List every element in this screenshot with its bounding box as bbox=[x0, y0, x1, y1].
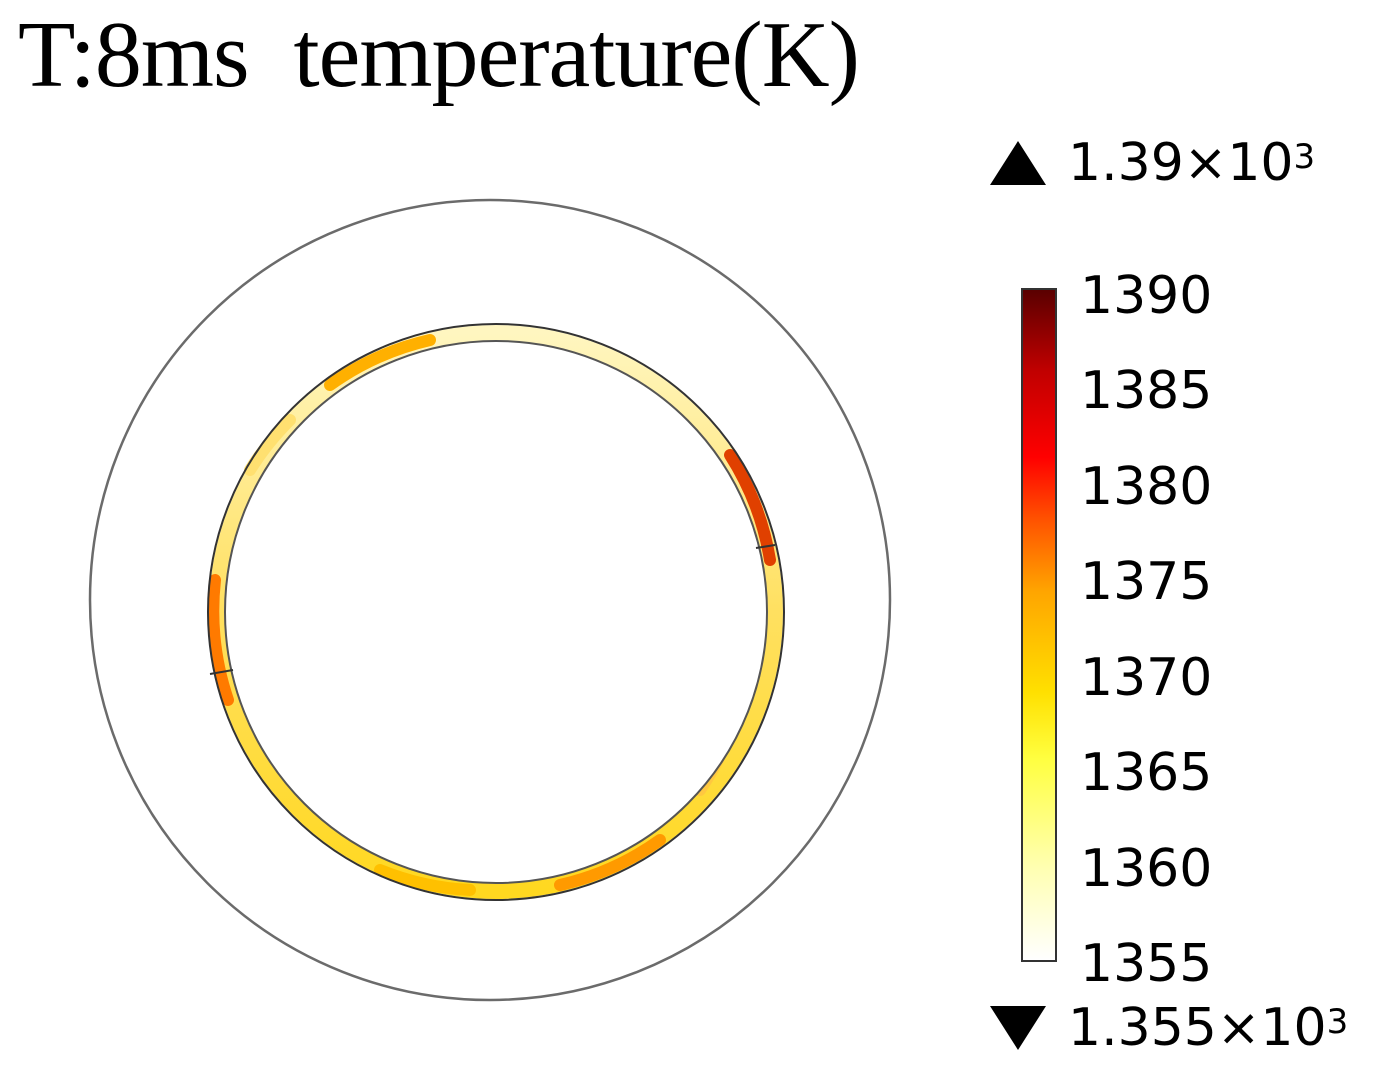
hot-spot bbox=[724, 449, 776, 566]
min-value-indicator: 1.355×10 3 bbox=[990, 998, 1348, 1058]
max-value-indicator: 1.39×10 3 bbox=[990, 133, 1315, 193]
ring-geometry bbox=[88, 198, 892, 1002]
seam-mark-right bbox=[755, 544, 776, 549]
seam-mark-left bbox=[209, 669, 234, 675]
hot-spot bbox=[374, 864, 476, 896]
colorbar bbox=[1021, 288, 1057, 962]
colorbar-tick-label: 1370 bbox=[1080, 647, 1213, 708]
triangle-up-icon bbox=[990, 141, 1046, 185]
hot-spot bbox=[324, 334, 436, 391]
colorbar-tick-label: 1355 bbox=[1080, 934, 1213, 994]
max-value-label: 1.39×10 bbox=[1068, 133, 1294, 193]
colorbar-tick-label: 1380 bbox=[1080, 456, 1213, 517]
hot-spot bbox=[244, 414, 296, 476]
min-value-label: 1.355×10 bbox=[1068, 998, 1327, 1058]
hot-spot bbox=[554, 834, 666, 891]
min-value-exponent: 3 bbox=[1326, 1002, 1349, 1042]
colorbar-tick-label: 1360 bbox=[1080, 838, 1213, 899]
triangle-down-icon bbox=[990, 1006, 1046, 1050]
ring-inner-edge bbox=[224, 340, 768, 884]
hot-spot bbox=[207, 574, 234, 706]
ring-outer-edge bbox=[207, 323, 785, 901]
colorbar-tick-label: 1375 bbox=[1080, 552, 1213, 613]
colorbar-tick-label: 1385 bbox=[1080, 361, 1213, 422]
colorbar-tick-label: 1365 bbox=[1080, 743, 1213, 804]
max-value-exponent: 3 bbox=[1293, 137, 1316, 177]
outer-boundary-circle bbox=[88, 198, 892, 1002]
colorbar-tick-label: 1390 bbox=[1080, 266, 1213, 326]
plot-title: T:8ms temperature(K) bbox=[18, 3, 860, 107]
